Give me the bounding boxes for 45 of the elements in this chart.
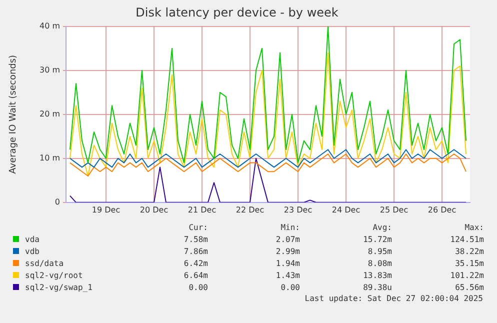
text: 7.58m	[182, 234, 208, 246]
x-tick-label: 26 Dec	[428, 205, 456, 214]
text: 124.51m	[449, 234, 484, 246]
chart-title: Disk latency per device - by week	[136, 5, 338, 20]
x-tick-label: 24 Dec	[332, 205, 360, 214]
text: 0.00	[188, 282, 208, 294]
text: 35.15m	[454, 258, 484, 270]
x-tick-label: 21 Dec	[188, 205, 216, 214]
text: 89.38u	[362, 282, 392, 294]
x-tick-label: 22 Dec	[236, 205, 264, 214]
text: 15.72m	[362, 234, 392, 246]
text: Max:	[464, 222, 484, 234]
legend-label: ssd/data	[24, 258, 65, 270]
text: Last update: Sat Dec 27 02:00:04 2025	[304, 294, 483, 303]
x-tick-label: 25 Dec	[380, 205, 408, 214]
text: 8.95m	[366, 246, 392, 258]
text: Avg:	[372, 222, 392, 234]
legend-label: sql2-vg/swap_1	[24, 282, 94, 294]
y-tick-label: 20 m	[39, 109, 60, 118]
text: 2.99m	[274, 246, 300, 258]
text: 6.64m	[182, 270, 208, 282]
text: 38.22m	[454, 246, 484, 258]
text: 13.83m	[362, 270, 392, 282]
legend-label: vda	[24, 234, 40, 246]
legend-label: vdb	[24, 246, 40, 258]
text: 1.94m	[274, 258, 300, 270]
text: 8.08m	[366, 258, 392, 270]
text: 7.86m	[182, 246, 208, 258]
x-tick-label: 20 Dec	[140, 205, 168, 214]
y-tick-label: 0	[54, 197, 60, 206]
text: 0.00	[280, 282, 300, 294]
text: 6.42m	[182, 258, 208, 270]
x-tick-label: 23 Dec	[284, 205, 312, 214]
text: 1.43m	[274, 270, 300, 282]
text: 101.22m	[449, 270, 484, 282]
text: Min:	[280, 222, 300, 234]
text: 65.56m	[454, 282, 484, 294]
legend-label: sql2-vg/root	[24, 270, 84, 282]
text: Cur:	[188, 222, 208, 234]
x-tick-label: 19 Dec	[92, 205, 120, 214]
y-axis-title: Average IO Wait (seconds)	[8, 54, 19, 174]
y-tick-label: 10 m	[39, 153, 60, 162]
y-tick-label: 40 m	[39, 21, 60, 30]
y-tick-label: 30 m	[39, 65, 60, 74]
text: 2.07m	[274, 234, 300, 246]
